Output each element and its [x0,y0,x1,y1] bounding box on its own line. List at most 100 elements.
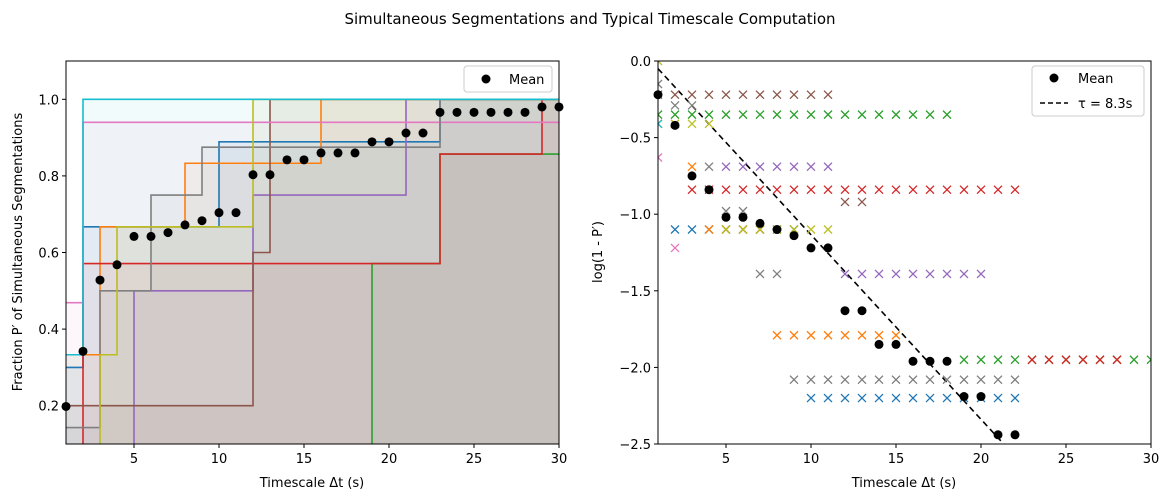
right-series-0-point [908,393,918,403]
right-series-3-point [1010,185,1020,195]
right-x-tick-label: 30 [1143,452,1160,467]
right-series-1-point [874,330,884,340]
right-legend-mean-label: Mean [1078,72,1113,87]
right-series-0-point [874,393,884,403]
right-series-7-point [857,375,867,385]
right-series-3-point [874,185,884,195]
right-mean-point [755,218,765,228]
right-mean-point [704,185,714,195]
right-series-9-point [658,119,663,129]
right-series-2-point [1010,355,1020,365]
left-mean-point [112,260,122,270]
right-series-4-point [721,162,731,172]
left-series-4-fill [134,99,559,444]
left-mean-point [316,148,326,158]
right-series-1-point [840,330,850,340]
right-series-4-point [772,162,782,172]
left-legend-mean-marker [481,74,491,84]
left-mean-point [367,137,377,147]
right-series-5-point [755,90,765,100]
right-series-3-point [993,185,1003,195]
right-series-3-point [823,185,833,195]
right-series-1-point [789,330,799,340]
left-mean-point [180,220,190,230]
left-mean-point [333,148,343,158]
right-series-1-point [704,225,714,234]
right-series-5-point [806,90,816,100]
right-series-1-point [891,330,901,340]
right-series-2-point [942,110,952,120]
right-series-7-point [959,375,969,385]
left-mean-point [350,148,360,158]
left-mean-point [265,170,275,180]
right-mean-point [738,212,748,222]
left-x-tick-label: 15 [296,452,313,467]
right-series-3-point [687,185,697,195]
right-y-tick-label: −0.5 [619,132,651,147]
figure-title: Simultaneous Segmentations and Typical T… [344,10,835,28]
right-series-2-point [721,110,731,120]
right-series-7-point [687,100,697,110]
right-series-0-point [840,393,850,403]
left-series-1-fill [66,99,559,444]
right-series-5-point [823,90,833,100]
right-series-0-point [687,225,697,234]
right-series-7-point [755,269,765,279]
left-y-tick-label: 0.2 [38,400,59,415]
left-x-axis-label: Timescale Δt (s) [259,476,364,491]
right-series-2-point [738,110,748,120]
right-series-3-point [1112,355,1122,365]
right-series-2-point [959,355,969,365]
right-series-3-point [908,185,918,195]
right-mean-point [840,306,850,316]
right-series-5-point [738,90,748,100]
right-series-2-point [908,110,918,120]
right-mean-point [993,430,1003,440]
right-series-3-point [721,185,731,195]
right-series-7-point [925,375,935,385]
right-series-2-point [806,110,816,120]
right-x-axis-label: Timescale Δt (s) [851,476,956,491]
left-series-0-fill [66,99,559,444]
left-mean-point [231,208,241,218]
left-mean-point [418,128,428,138]
right-series-2-point [891,110,901,120]
right-series-7-point [840,375,850,385]
right-series-5-point [670,90,680,100]
right-y-tick-label: −1.5 [619,285,651,300]
right-series-7-point [891,375,901,385]
right-mean-point [687,171,697,181]
right-series-2-point [755,110,765,120]
right-series-7-point [789,375,799,385]
left-x-tick-label: 25 [466,452,483,467]
right-series-7-point [993,375,1003,385]
left-series-6-fill [66,122,559,444]
right-mean-point [976,392,986,402]
right-series-2-point [1129,355,1139,365]
left-mean-point [197,216,207,226]
left-x-tick-label: 30 [551,452,568,467]
left-y-tick-label: 0.4 [38,323,59,338]
right-y-tick-label: 0.0 [630,55,651,70]
right-series-0-point [993,393,1003,403]
right-series-4-point [959,269,969,279]
right-series-3-point [1078,355,1088,365]
right-chart: 5 10 15 20 25 30 −2.5 −2.0 −1.5 −1.0 −0.5 0.0 Time… [591,55,1159,491]
left-y-axis-label: Fraction P′ of Simultaneous Segmentation… [11,113,26,392]
left-chart: 5 10 15 20 25 30 0.2 0.4 0.6 0.8 1.0 Timescale Δt… [11,60,568,491]
right-series-7-point [772,269,782,279]
right-series-0-point [1010,393,1020,403]
right-series-8-point [738,225,748,234]
left-series-5-fill [66,99,559,444]
right-series-3-point [976,185,986,195]
right-y-tick-label: −1.0 [619,208,651,223]
right-series-2-point [772,110,782,120]
right-series-8-point [687,119,697,129]
left-mean-point [146,231,156,241]
right-series-1-point [687,162,697,172]
right-mean-point [874,339,884,349]
right-series-7-point [658,79,663,89]
right-legend-mean-marker [1049,73,1059,83]
right-mean-point [857,306,867,316]
